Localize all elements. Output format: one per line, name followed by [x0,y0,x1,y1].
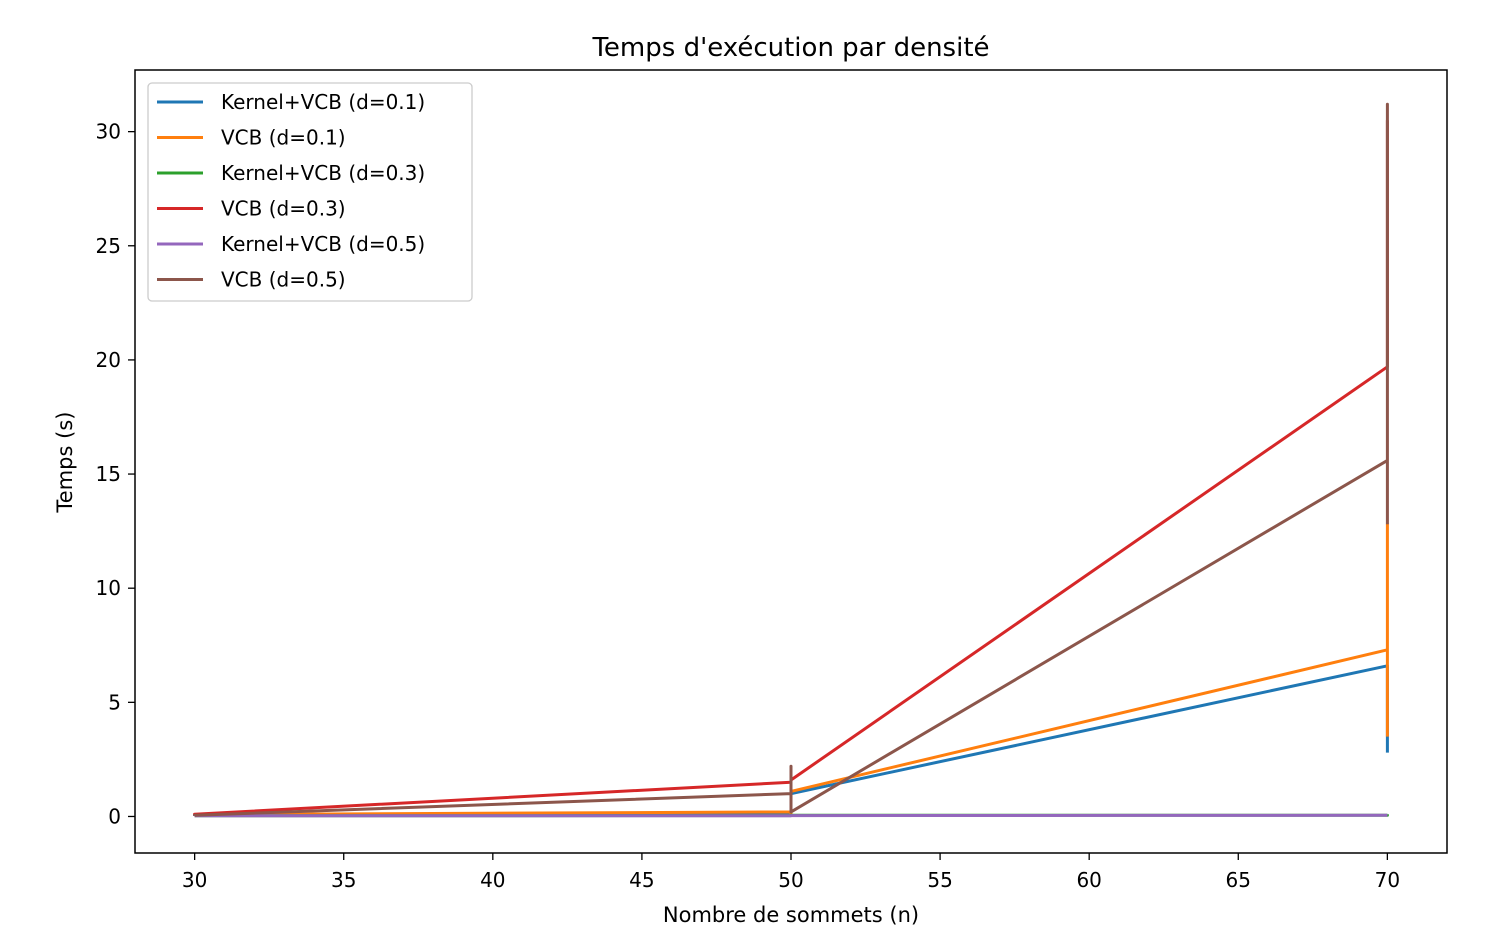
legend-label: Kernel+VCB (d=0.3) [221,161,425,185]
legend-label: Kernel+VCB (d=0.1) [221,90,425,114]
x-tick-label: 70 [1375,868,1400,892]
x-tick-label: 60 [1076,868,1101,892]
legend-label: VCB (d=0.1) [221,126,346,150]
y-axis-label: Temps (s) [53,412,77,514]
y-tick-label: 15 [96,462,121,486]
legend-label: Kernel+VCB (d=0.5) [221,232,425,256]
x-tick-label: 40 [480,868,505,892]
legend-box [147,82,473,302]
y-tick-label: 10 [96,576,121,600]
x-tick-label: 55 [927,868,952,892]
x-tick-label: 50 [778,868,803,892]
series-line-5 [193,102,1389,817]
y-tick-label: 5 [108,690,121,714]
legend-label: VCB (d=0.3) [221,197,346,221]
x-tick-label: 45 [629,868,654,892]
series-line-4 [193,813,1388,818]
chart-title: Temps d'exécution par densité [591,33,989,63]
x-tick-label: 30 [182,868,207,892]
x-tick-label: 65 [1226,868,1251,892]
y-tick-label: 30 [96,120,121,144]
y-tick-label: 25 [96,234,121,258]
plot-area: 30 35 40 45 50 55 60 65 70 0 5 10 15 20 25 30 [96,69,1448,892]
y-tick-label: 20 [96,348,121,372]
x-tick-label: 35 [331,868,356,892]
legend: Kernel+VCB (d=0.1) VCB (d=0.1) Kernel+VCB … [147,82,473,302]
y-tick-label: 0 [108,804,121,828]
legend-label: VCB (d=0.5) [221,268,346,292]
x-axis-label: Nombre de sommets (n) [663,903,919,927]
